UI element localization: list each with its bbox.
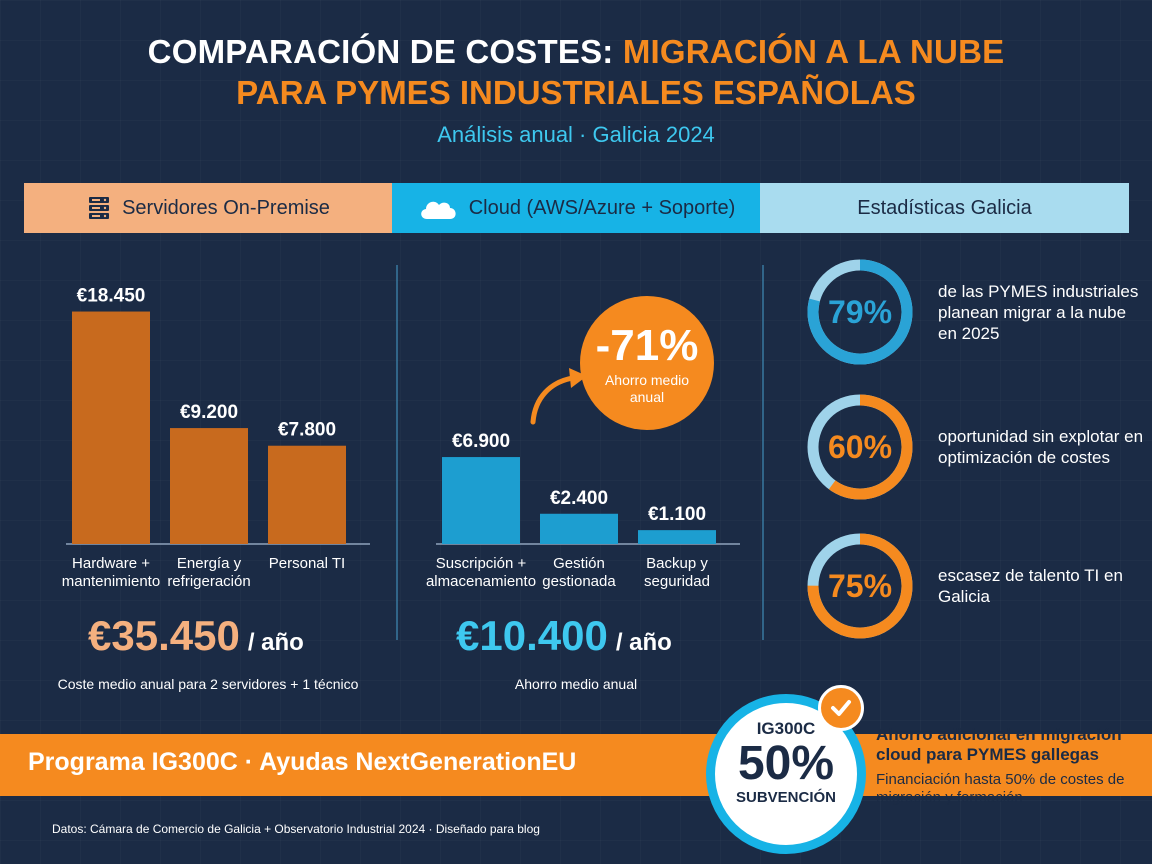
chart-bar: [170, 428, 248, 544]
footer-source: Datos: Cámara de Comercio de Galicia + O…: [52, 822, 540, 836]
category-label: Hardware +: [72, 555, 150, 572]
server-icon: [86, 195, 112, 221]
stat-item: 75% escasez de talento TI en Galicia: [806, 532, 1148, 640]
total-onprem: €35.450 / año: [88, 612, 304, 660]
category-label: Personal TI: [269, 555, 345, 572]
bar-value-label: €7.800: [278, 420, 336, 441]
bar-value-label: €1.100: [648, 504, 706, 525]
cloud-icon: [417, 195, 459, 221]
curved-arrow-icon: [530, 368, 587, 425]
header-stats: Estadísticas Galicia: [760, 183, 1129, 233]
title-part-orange: MIGRACIÓN A LA NUBE: [622, 33, 1005, 70]
bar-value-label: €6.900: [452, 431, 510, 452]
chart-bar: [540, 513, 618, 544]
page-title: COMPARACIÓN DE COSTES: MIGRACIÓN A LA NU…: [0, 32, 1152, 72]
header-cloud: Cloud (AWS/Azure + Soporte): [392, 183, 760, 233]
total-onprem-value: €35.450: [88, 612, 240, 659]
title-part-white: COMPARACIÓN DE COSTES:: [147, 33, 623, 70]
column-divider-left: [396, 265, 398, 640]
program-banner: [0, 734, 1152, 796]
stat-ring-graphic: [807, 394, 913, 500]
total-onprem-unit: / año: [247, 629, 304, 656]
stat-ring: 60%: [806, 393, 914, 501]
header-onprem: Servidores On-Premise: [24, 183, 392, 233]
category-label: Backup y: [646, 555, 708, 572]
category-label: Gestión: [553, 555, 605, 572]
page-subtitle: Análisis anual · Galicia 2024: [437, 122, 715, 147]
header-onprem-label: Servidores On-Premise: [122, 196, 330, 219]
bar-value-label: €9.200: [180, 402, 238, 423]
chart-bar: [442, 457, 520, 544]
stat-value: 60%: [827, 428, 893, 465]
total-cloud-unit: / año: [615, 629, 672, 656]
savings-badge: -71% Ahorro medio anual: [580, 296, 714, 430]
stat-ring: 79%: [806, 258, 914, 366]
page-title-line2: PARA PYMES INDUSTRIALES ESPAÑOLAS: [236, 74, 916, 111]
check-icon: [818, 685, 864, 731]
total-cloud: €10.400 / año: [456, 612, 672, 660]
chart-bar: [638, 530, 716, 544]
header-stats-label: Estadísticas Galicia: [857, 196, 1032, 219]
ring-progress-arc: [807, 394, 913, 500]
stat-ring: 75%: [806, 532, 914, 640]
seal-subtitle: SUBVENCIÓN: [735, 789, 836, 806]
stat-text: oportunidad sin explotar en optimización…: [938, 427, 1144, 467]
category-label: Suscripción +: [436, 555, 527, 572]
stat-value: 75%: [827, 567, 893, 604]
total-cloud-caption: Ahorro medio anual: [514, 676, 638, 692]
category-label: gestionada: [542, 573, 616, 590]
stat-item: 60% oportunidad sin explotar en optimiza…: [806, 393, 1148, 501]
header-cloud-label: Cloud (AWS/Azure + Soporte): [468, 196, 736, 219]
bar-value-label: €2.400: [550, 488, 608, 509]
total-cloud-value: €10.400: [456, 612, 608, 659]
subsidy-note-subtitle: Financiación hasta 50% de costes de migr…: [876, 771, 1125, 806]
stat-text: escasez de talento TI en Galicia: [938, 566, 1123, 606]
stat-item: 79% de las PYMES industriales planean mi…: [806, 258, 1148, 366]
bar-charts: €18.450 Hardware +mantenimiento €9.200 Ener…: [62, 286, 740, 590]
category-label: Energía y: [177, 555, 242, 572]
category-label: refrigeración: [167, 573, 250, 590]
title-block: COMPARACIÓN DE COSTES: MIGRACIÓN A LA NU…: [0, 32, 1152, 148]
program-banner-text: Programa IG300C · Ayudas NextGenerationE…: [28, 748, 577, 776]
stat-ring-graphic: [807, 259, 913, 365]
seal-code: IG300C: [756, 719, 816, 738]
category-label: mantenimiento: [62, 573, 160, 590]
category-label: seguridad: [644, 573, 710, 590]
subsidy-note: Ahorro adicional en migración cloud para…: [876, 725, 1146, 807]
bar-value-label: €18.450: [77, 286, 146, 307]
seal-percentage: 50%: [737, 737, 835, 790]
stat-text: de las PYMES industriales planean migrar…: [938, 281, 1139, 343]
savings-badge-value: -71%: [595, 321, 699, 370]
section-header-bar: Servidores On-Premise Cloud (AWS/Azure +…: [24, 183, 1129, 233]
subsidy-note-title: Ahorro adicional en migración cloud para…: [876, 725, 1122, 764]
stat-ring-graphic: [807, 533, 913, 639]
chart-bar: [268, 445, 346, 544]
total-onprem-caption: Coste medio anual para 2 servidores + 1 …: [57, 676, 359, 692]
ring-progress-arc: [807, 533, 913, 639]
chart-bar: [72, 311, 150, 544]
category-label: almacenamiento: [426, 573, 536, 590]
ring-progress-arc: [807, 259, 913, 365]
stat-value: 79%: [827, 293, 893, 330]
column-divider-right: [762, 265, 764, 640]
savings-badge-text: Ahorro medio anual: [604, 372, 690, 405]
